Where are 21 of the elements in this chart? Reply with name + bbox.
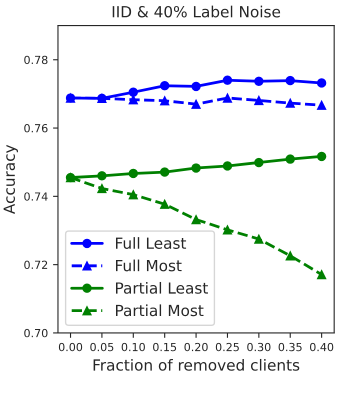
- y-tick-label: 0.78: [24, 56, 48, 64]
- x-tick-label: 0.10: [122, 342, 145, 352]
- y-tick-label: 0.76: [24, 124, 48, 132]
- x-tick-label: 0.30: [247, 342, 270, 352]
- legend-label: Full Least: [116, 237, 186, 249]
- legend-label: Partial Least: [116, 282, 208, 294]
- x-tick-label: 0.05: [90, 342, 114, 352]
- x-tick-label: 0.20: [184, 342, 208, 352]
- legend-label: Partial Most: [116, 304, 204, 316]
- x-tick-label: 0.15: [153, 342, 176, 352]
- y-tick-label: 0.72: [24, 260, 48, 270]
- x-tick-label: 0.35: [278, 342, 302, 352]
- chart-title: IID & 40% Label Noise: [112, 6, 280, 18]
- y-tick-label: 0.74: [24, 192, 48, 201]
- x-tick-label: 0.00: [58, 342, 82, 352]
- y-tick-label: 0.70: [24, 328, 48, 338]
- x-axis-title: Fraction of removed clients: [94, 358, 300, 371]
- x-tick-label: 0.40: [310, 342, 334, 352]
- legend-label: Full Most: [116, 260, 182, 272]
- y-axis-title: Accuracy: [4, 144, 18, 214]
- x-tick-label: 0.25: [216, 342, 239, 352]
